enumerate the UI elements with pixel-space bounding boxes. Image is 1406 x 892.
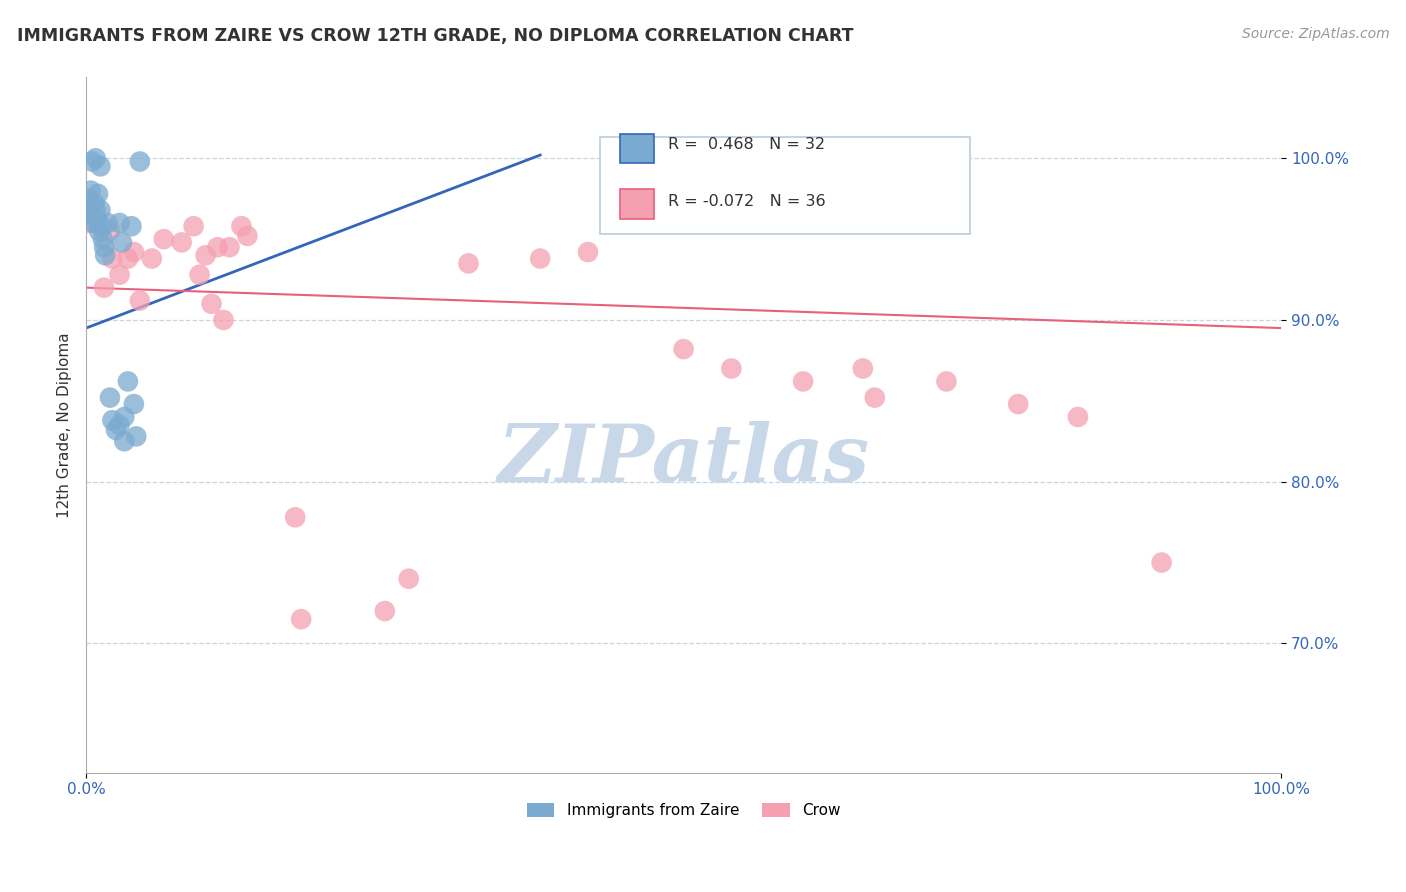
Point <box>284 510 307 524</box>
Point <box>122 397 145 411</box>
Point <box>200 297 222 311</box>
Point <box>112 434 135 449</box>
Point <box>122 245 145 260</box>
Point <box>576 245 599 260</box>
Point <box>183 219 205 234</box>
Point <box>79 216 101 230</box>
Point <box>218 240 240 254</box>
Point <box>84 151 107 165</box>
Point <box>207 240 229 254</box>
Point <box>112 409 135 424</box>
Point <box>101 252 124 266</box>
FancyBboxPatch shape <box>600 136 970 234</box>
Point <box>188 268 211 282</box>
Y-axis label: 12th Grade, No Diploma: 12th Grade, No Diploma <box>58 333 72 518</box>
Point <box>108 268 131 282</box>
Point <box>141 252 163 266</box>
Point <box>236 228 259 243</box>
Point <box>170 235 193 250</box>
Point <box>79 200 101 214</box>
Point <box>290 612 312 626</box>
Point <box>212 313 235 327</box>
Point <box>94 248 117 262</box>
Point <box>672 342 695 356</box>
Text: IMMIGRANTS FROM ZAIRE VS CROW 12TH GRADE, NO DIPLOMA CORRELATION CHART: IMMIGRANTS FROM ZAIRE VS CROW 12TH GRADE… <box>17 27 853 45</box>
Point <box>720 361 742 376</box>
Point <box>89 224 111 238</box>
FancyBboxPatch shape <box>620 189 654 219</box>
Point <box>83 196 105 211</box>
Point <box>111 235 134 250</box>
Point <box>77 192 100 206</box>
Point <box>792 375 814 389</box>
Text: R =  0.468   N = 32: R = 0.468 N = 32 <box>668 137 825 153</box>
Point <box>90 219 112 234</box>
Point <box>117 252 139 266</box>
Text: Source: ZipAtlas.com: Source: ZipAtlas.com <box>1241 27 1389 41</box>
Point <box>128 154 150 169</box>
Point <box>194 248 217 262</box>
Point <box>82 216 104 230</box>
Text: R = -0.072   N = 36: R = -0.072 N = 36 <box>668 194 825 209</box>
Point <box>457 256 479 270</box>
Point <box>374 604 396 618</box>
Point <box>80 184 103 198</box>
Point <box>108 216 131 230</box>
Point <box>97 216 120 230</box>
Point <box>89 202 111 217</box>
Point <box>91 232 114 246</box>
Point <box>101 413 124 427</box>
Point <box>80 154 103 169</box>
Point <box>86 212 108 227</box>
Point <box>863 391 886 405</box>
Point <box>1007 397 1029 411</box>
Point <box>84 202 107 217</box>
Point <box>93 240 115 254</box>
Point <box>98 391 121 405</box>
Point <box>128 293 150 308</box>
Point <box>529 252 551 266</box>
Point <box>398 572 420 586</box>
Point <box>89 160 111 174</box>
Point <box>231 219 253 234</box>
Point <box>1150 556 1173 570</box>
Point <box>108 418 131 433</box>
Point <box>121 219 143 234</box>
Point <box>125 429 148 443</box>
Point <box>104 423 127 437</box>
Point <box>98 224 121 238</box>
Point <box>1067 409 1090 424</box>
Point <box>93 280 115 294</box>
Text: ZIPatlas: ZIPatlas <box>498 421 870 499</box>
FancyBboxPatch shape <box>620 134 654 163</box>
Point <box>117 375 139 389</box>
Point <box>852 361 875 376</box>
Legend: Immigrants from Zaire, Crow: Immigrants from Zaire, Crow <box>520 797 846 824</box>
Point <box>152 232 174 246</box>
Point <box>935 375 957 389</box>
Point <box>80 208 103 222</box>
Point <box>87 186 110 201</box>
